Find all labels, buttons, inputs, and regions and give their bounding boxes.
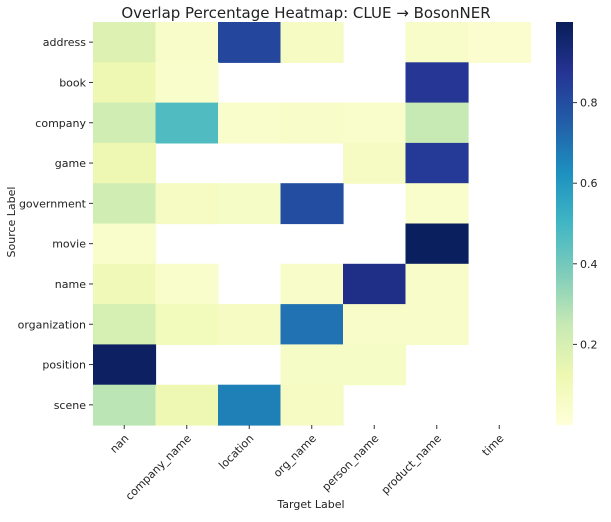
heatmap-cell-movie-nan (93, 223, 157, 265)
heatmap-cell-game-person_name (343, 142, 407, 184)
chart-title: Overlap Percentage Heatmap: CLUE → Boson… (121, 4, 490, 22)
heatmap-cell-government-location (218, 183, 282, 225)
heatmap-cell-position-person_name (343, 344, 407, 386)
heatmap-cell-movie-product_name (405, 223, 469, 265)
y-tick-label: company (35, 117, 86, 130)
heatmap-cell-organization-nan (93, 304, 157, 345)
heatmap-cells (93, 22, 532, 426)
heatmap-cell-company-nan (93, 102, 157, 144)
heatmap-cell-company-product_name (405, 102, 469, 144)
heatmap-cell-address-product_name (405, 22, 469, 63)
heatmap-cell-organization-location (218, 304, 282, 345)
y-tick-label: government (19, 197, 87, 210)
heatmap-cell-government-nan (93, 183, 157, 225)
x-tick-label: org_name (271, 432, 319, 480)
heatmap-cell-name-company_name (155, 263, 219, 305)
x-tick-label: product_name (379, 432, 444, 497)
y-tick-label: scene (54, 399, 87, 412)
heatmap-cell-company-person_name (343, 102, 407, 144)
heatmap-cell-organization-product_name (405, 304, 469, 345)
y-tick-label: book (59, 76, 86, 89)
y-tick-label: position (42, 359, 86, 372)
x-tick-label: company_name (123, 432, 194, 503)
heatmap-cell-address-nan (93, 22, 157, 63)
colorbar-ticks: 0.2 0.4 0.6 0.8 (573, 97, 598, 351)
colorbar-tick-label: 0.6 (580, 177, 598, 190)
x-axis-title: Target Label (276, 498, 344, 511)
heatmap-cell-book-company_name (155, 62, 219, 104)
heatmap-cell-game-product_name (405, 142, 469, 184)
y-tick-label: movie (52, 238, 86, 251)
y-tick-label: organization (18, 318, 86, 331)
heatmap-cell-book-nan (93, 62, 157, 104)
y-axis-title: Source Label (5, 187, 18, 258)
heatmap-cell-name-product_name (405, 263, 469, 305)
heatmap-cell-address-location (218, 22, 282, 63)
heatmap-cell-address-time (468, 22, 532, 63)
x-tick-label: location (216, 432, 256, 472)
colorbar-tick-label: 0.8 (580, 97, 598, 110)
heatmap-cell-organization-person_name (343, 304, 407, 345)
x-tick-label: person_name (320, 432, 382, 494)
heatmap-cell-scene-location (218, 384, 282, 426)
y-axis-ticks: address book company game government movie nam… (18, 36, 93, 412)
heatmap-cell-scene-org_name (280, 384, 344, 426)
heatmap-cell-government-product_name (405, 183, 469, 225)
heatmap-cell-address-company_name (155, 22, 219, 63)
heatmap-cell-position-org_name (280, 344, 344, 386)
heatmap-cell-game-nan (93, 142, 157, 184)
heatmap-cell-organization-company_name (155, 304, 219, 345)
heatmap-cell-scene-company_name (155, 384, 219, 426)
colorbar (556, 22, 573, 425)
x-tick-label: time (480, 432, 507, 459)
heatmap-cell-position-nan (93, 344, 157, 386)
heatmap-cell-company-org_name (280, 102, 344, 144)
heatmap-cell-government-org_name (280, 183, 344, 225)
heatmap-cell-company-location (218, 102, 282, 144)
heatmap-cell-government-company_name (155, 183, 219, 225)
heatmap-cell-name-org_name (280, 263, 344, 305)
x-tick-label: nan (108, 432, 132, 456)
heatmap-cell-book-product_name (405, 62, 469, 104)
heatmap-cell-address-org_name (280, 22, 344, 63)
y-tick-label: game (55, 157, 86, 170)
colorbar-tick-label: 0.4 (580, 258, 598, 271)
heatmap-cell-scene-nan (93, 384, 157, 426)
heatmap-cell-name-nan (93, 263, 157, 305)
colorbar-tick-label: 0.2 (580, 338, 598, 351)
y-tick-label: name (55, 278, 86, 291)
y-tick-label: address (43, 36, 86, 49)
heatmap-cell-company-company_name (155, 102, 219, 144)
heatmap-cell-organization-org_name (280, 304, 344, 345)
heatmap-cell-name-person_name (343, 263, 407, 305)
